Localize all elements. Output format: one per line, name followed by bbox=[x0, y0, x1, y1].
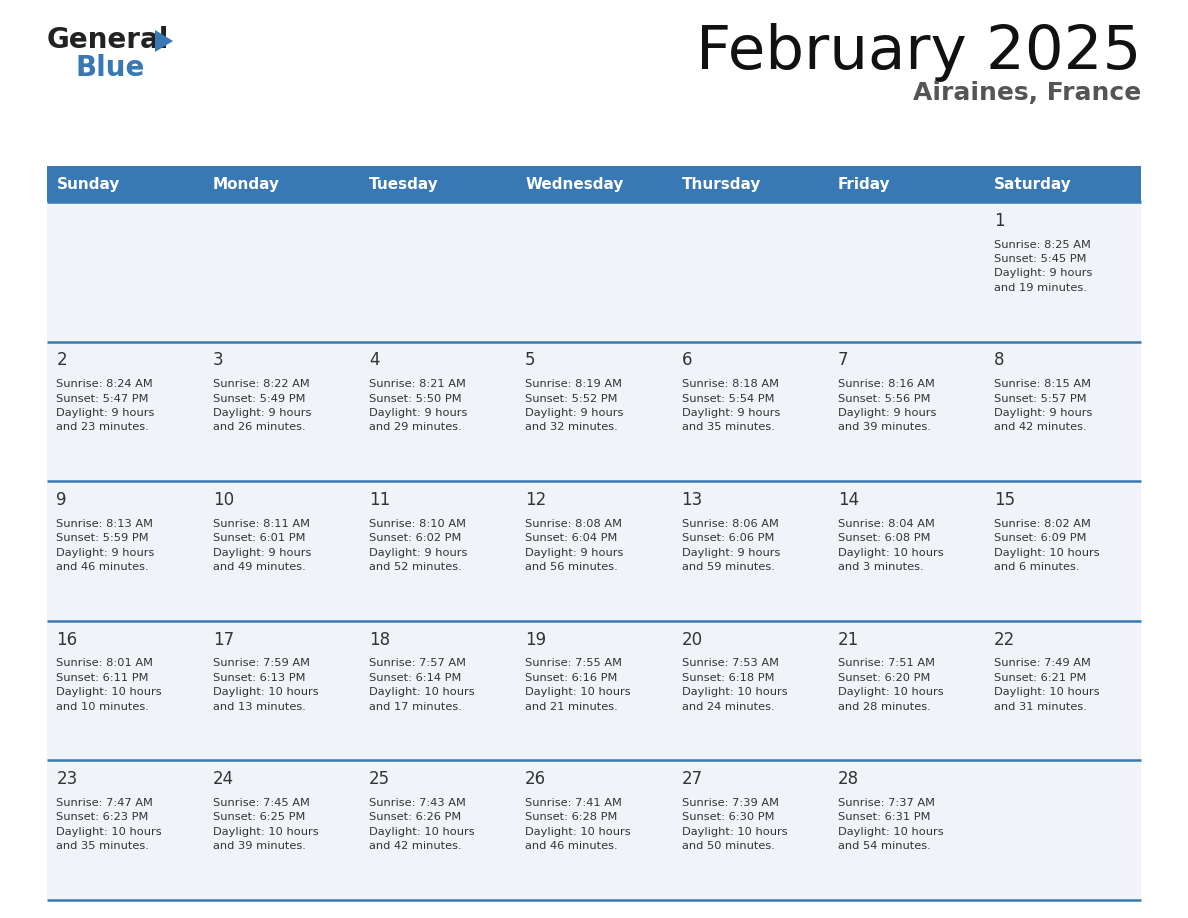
Text: 9: 9 bbox=[56, 491, 67, 509]
Bar bbox=[48, 760, 1140, 900]
Text: Sunrise: 7:49 AM
Sunset: 6:21 PM
Daylight: 10 hours
and 31 minutes.: Sunrise: 7:49 AM Sunset: 6:21 PM Dayligh… bbox=[994, 658, 1100, 711]
Text: 17: 17 bbox=[213, 631, 234, 649]
Text: 25: 25 bbox=[369, 770, 390, 789]
Text: Sunrise: 7:45 AM
Sunset: 6:25 PM
Daylight: 10 hours
and 39 minutes.: Sunrise: 7:45 AM Sunset: 6:25 PM Dayligh… bbox=[213, 798, 318, 851]
Text: Wednesday: Wednesday bbox=[525, 176, 624, 192]
Text: Sunrise: 8:04 AM
Sunset: 6:08 PM
Daylight: 10 hours
and 3 minutes.: Sunrise: 8:04 AM Sunset: 6:08 PM Dayligh… bbox=[838, 519, 943, 572]
Text: Sunrise: 8:24 AM
Sunset: 5:47 PM
Daylight: 9 hours
and 23 minutes.: Sunrise: 8:24 AM Sunset: 5:47 PM Dayligh… bbox=[56, 379, 154, 432]
Text: Sunrise: 8:02 AM
Sunset: 6:09 PM
Daylight: 10 hours
and 6 minutes.: Sunrise: 8:02 AM Sunset: 6:09 PM Dayligh… bbox=[994, 519, 1100, 572]
Text: 12: 12 bbox=[525, 491, 546, 509]
Text: Sunrise: 7:47 AM
Sunset: 6:23 PM
Daylight: 10 hours
and 35 minutes.: Sunrise: 7:47 AM Sunset: 6:23 PM Dayligh… bbox=[56, 798, 162, 851]
Text: 24: 24 bbox=[213, 770, 234, 789]
Text: Sunday: Sunday bbox=[56, 176, 120, 192]
Text: Sunrise: 7:55 AM
Sunset: 6:16 PM
Daylight: 10 hours
and 21 minutes.: Sunrise: 7:55 AM Sunset: 6:16 PM Dayligh… bbox=[525, 658, 631, 711]
Text: 13: 13 bbox=[682, 491, 703, 509]
Polygon shape bbox=[154, 30, 173, 52]
Text: Sunrise: 7:39 AM
Sunset: 6:30 PM
Daylight: 10 hours
and 50 minutes.: Sunrise: 7:39 AM Sunset: 6:30 PM Dayligh… bbox=[682, 798, 788, 851]
Text: 8: 8 bbox=[994, 352, 1005, 369]
Text: 28: 28 bbox=[838, 770, 859, 789]
Text: Sunrise: 8:15 AM
Sunset: 5:57 PM
Daylight: 9 hours
and 42 minutes.: Sunrise: 8:15 AM Sunset: 5:57 PM Dayligh… bbox=[994, 379, 1093, 432]
Text: 2: 2 bbox=[56, 352, 67, 369]
Text: Sunrise: 7:41 AM
Sunset: 6:28 PM
Daylight: 10 hours
and 46 minutes.: Sunrise: 7:41 AM Sunset: 6:28 PM Dayligh… bbox=[525, 798, 631, 851]
Text: 20: 20 bbox=[682, 631, 702, 649]
Text: Sunrise: 8:01 AM
Sunset: 6:11 PM
Daylight: 10 hours
and 10 minutes.: Sunrise: 8:01 AM Sunset: 6:11 PM Dayligh… bbox=[56, 658, 162, 711]
Text: Sunrise: 8:25 AM
Sunset: 5:45 PM
Daylight: 9 hours
and 19 minutes.: Sunrise: 8:25 AM Sunset: 5:45 PM Dayligh… bbox=[994, 240, 1093, 293]
Text: Saturday: Saturday bbox=[994, 176, 1072, 192]
Text: Sunrise: 8:21 AM
Sunset: 5:50 PM
Daylight: 9 hours
and 29 minutes.: Sunrise: 8:21 AM Sunset: 5:50 PM Dayligh… bbox=[369, 379, 467, 432]
Text: 23: 23 bbox=[56, 770, 77, 789]
Text: 16: 16 bbox=[56, 631, 77, 649]
Text: Sunrise: 7:53 AM
Sunset: 6:18 PM
Daylight: 10 hours
and 24 minutes.: Sunrise: 7:53 AM Sunset: 6:18 PM Dayligh… bbox=[682, 658, 788, 711]
Text: Sunrise: 7:51 AM
Sunset: 6:20 PM
Daylight: 10 hours
and 28 minutes.: Sunrise: 7:51 AM Sunset: 6:20 PM Dayligh… bbox=[838, 658, 943, 711]
Text: Sunrise: 8:16 AM
Sunset: 5:56 PM
Daylight: 9 hours
and 39 minutes.: Sunrise: 8:16 AM Sunset: 5:56 PM Dayligh… bbox=[838, 379, 936, 432]
Text: Blue: Blue bbox=[75, 54, 145, 82]
Text: 7: 7 bbox=[838, 352, 848, 369]
Text: Sunrise: 7:37 AM
Sunset: 6:31 PM
Daylight: 10 hours
and 54 minutes.: Sunrise: 7:37 AM Sunset: 6:31 PM Dayligh… bbox=[838, 798, 943, 851]
Text: 14: 14 bbox=[838, 491, 859, 509]
Text: Sunrise: 7:57 AM
Sunset: 6:14 PM
Daylight: 10 hours
and 17 minutes.: Sunrise: 7:57 AM Sunset: 6:14 PM Dayligh… bbox=[369, 658, 474, 711]
Text: Sunrise: 8:19 AM
Sunset: 5:52 PM
Daylight: 9 hours
and 32 minutes.: Sunrise: 8:19 AM Sunset: 5:52 PM Dayligh… bbox=[525, 379, 624, 432]
Text: 5: 5 bbox=[525, 352, 536, 369]
Text: 22: 22 bbox=[994, 631, 1016, 649]
Text: Sunrise: 7:43 AM
Sunset: 6:26 PM
Daylight: 10 hours
and 42 minutes.: Sunrise: 7:43 AM Sunset: 6:26 PM Dayligh… bbox=[369, 798, 474, 851]
Text: Sunrise: 8:10 AM
Sunset: 6:02 PM
Daylight: 9 hours
and 52 minutes.: Sunrise: 8:10 AM Sunset: 6:02 PM Dayligh… bbox=[369, 519, 467, 572]
Bar bbox=[48, 202, 1140, 341]
Text: Monday: Monday bbox=[213, 176, 279, 192]
Text: 27: 27 bbox=[682, 770, 702, 789]
Text: 19: 19 bbox=[525, 631, 546, 649]
Bar bbox=[48, 341, 1140, 481]
Text: Thursday: Thursday bbox=[682, 176, 760, 192]
Text: Sunrise: 8:13 AM
Sunset: 5:59 PM
Daylight: 9 hours
and 46 minutes.: Sunrise: 8:13 AM Sunset: 5:59 PM Dayligh… bbox=[56, 519, 154, 572]
Text: Tuesday: Tuesday bbox=[369, 176, 438, 192]
Bar bbox=[48, 481, 1140, 621]
Text: 4: 4 bbox=[369, 352, 379, 369]
Text: 10: 10 bbox=[213, 491, 234, 509]
Text: 26: 26 bbox=[525, 770, 546, 789]
Text: Sunrise: 8:11 AM
Sunset: 6:01 PM
Daylight: 9 hours
and 49 minutes.: Sunrise: 8:11 AM Sunset: 6:01 PM Dayligh… bbox=[213, 519, 311, 572]
Text: Airaines, France: Airaines, France bbox=[912, 81, 1140, 105]
Text: Sunrise: 8:06 AM
Sunset: 6:06 PM
Daylight: 9 hours
and 59 minutes.: Sunrise: 8:06 AM Sunset: 6:06 PM Dayligh… bbox=[682, 519, 779, 572]
Text: 1: 1 bbox=[994, 212, 1005, 230]
Text: 21: 21 bbox=[838, 631, 859, 649]
Text: General: General bbox=[48, 26, 170, 54]
Bar bbox=[48, 166, 1140, 202]
Text: 15: 15 bbox=[994, 491, 1016, 509]
Text: Sunrise: 8:08 AM
Sunset: 6:04 PM
Daylight: 9 hours
and 56 minutes.: Sunrise: 8:08 AM Sunset: 6:04 PM Dayligh… bbox=[525, 519, 624, 572]
Text: 3: 3 bbox=[213, 352, 223, 369]
Text: 18: 18 bbox=[369, 631, 390, 649]
Text: Sunrise: 8:22 AM
Sunset: 5:49 PM
Daylight: 9 hours
and 26 minutes.: Sunrise: 8:22 AM Sunset: 5:49 PM Dayligh… bbox=[213, 379, 311, 432]
Text: 6: 6 bbox=[682, 352, 693, 369]
Text: Sunrise: 7:59 AM
Sunset: 6:13 PM
Daylight: 10 hours
and 13 minutes.: Sunrise: 7:59 AM Sunset: 6:13 PM Dayligh… bbox=[213, 658, 318, 711]
Bar bbox=[48, 621, 1140, 760]
Text: 11: 11 bbox=[369, 491, 390, 509]
Text: February 2025: February 2025 bbox=[696, 23, 1140, 82]
Text: Sunrise: 8:18 AM
Sunset: 5:54 PM
Daylight: 9 hours
and 35 minutes.: Sunrise: 8:18 AM Sunset: 5:54 PM Dayligh… bbox=[682, 379, 779, 432]
Text: Friday: Friday bbox=[838, 176, 891, 192]
